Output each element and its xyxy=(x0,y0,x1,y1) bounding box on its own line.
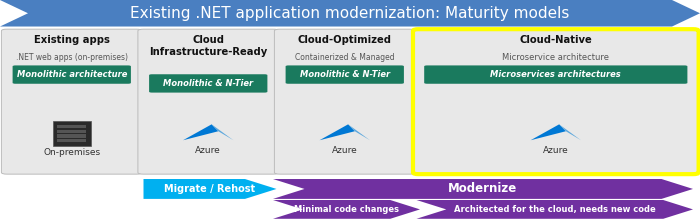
FancyBboxPatch shape xyxy=(274,29,415,174)
Text: Existing apps: Existing apps xyxy=(34,35,110,45)
FancyBboxPatch shape xyxy=(52,121,90,146)
Text: Azure: Azure xyxy=(195,146,221,155)
Text: Containerized & Managed: Containerized & Managed xyxy=(295,53,395,62)
Polygon shape xyxy=(144,179,276,199)
Polygon shape xyxy=(0,0,700,27)
Text: Microservices architectures: Microservices architectures xyxy=(491,70,621,79)
Text: On-premises: On-premises xyxy=(43,148,100,157)
Polygon shape xyxy=(319,124,355,140)
Text: Azure: Azure xyxy=(332,146,358,155)
Text: Cloud-Native: Cloud-Native xyxy=(519,35,592,45)
FancyBboxPatch shape xyxy=(57,130,87,133)
FancyBboxPatch shape xyxy=(138,29,279,174)
Polygon shape xyxy=(531,124,566,140)
Text: .NET web apps (on-premises): .NET web apps (on-premises) xyxy=(15,53,127,62)
Text: Architected for the cloud, needs new code: Architected for the cloud, needs new cod… xyxy=(454,205,656,214)
FancyBboxPatch shape xyxy=(57,134,87,137)
FancyBboxPatch shape xyxy=(413,29,699,174)
FancyBboxPatch shape xyxy=(149,74,267,93)
Text: Migrate / Rehost: Migrate / Rehost xyxy=(164,184,256,194)
Text: Monolithic & N-Tier: Monolithic & N-Tier xyxy=(300,70,390,79)
Text: Azure: Azure xyxy=(543,146,568,155)
Text: Existing .NET application modernization: Maturity models: Existing .NET application modernization:… xyxy=(130,6,570,21)
Polygon shape xyxy=(416,200,693,219)
Polygon shape xyxy=(211,124,234,140)
Text: Cloud
Infrastructure-Ready: Cloud Infrastructure-Ready xyxy=(149,35,267,57)
Text: Cloud-Optimized: Cloud-Optimized xyxy=(298,35,392,45)
Polygon shape xyxy=(183,124,218,140)
Text: Modernize: Modernize xyxy=(449,183,517,195)
Text: Minimal code changes: Minimal code changes xyxy=(294,205,399,214)
Text: Monolithic & N-Tier: Monolithic & N-Tier xyxy=(163,79,253,88)
FancyBboxPatch shape xyxy=(424,65,687,84)
Polygon shape xyxy=(348,124,370,140)
FancyBboxPatch shape xyxy=(57,125,87,128)
Polygon shape xyxy=(559,124,581,140)
FancyBboxPatch shape xyxy=(1,29,142,174)
FancyBboxPatch shape xyxy=(286,65,404,84)
Polygon shape xyxy=(273,200,420,219)
Polygon shape xyxy=(273,179,693,199)
Text: Microservice architecture: Microservice architecture xyxy=(503,53,609,62)
Text: Monolithic architecture: Monolithic architecture xyxy=(17,70,127,79)
FancyBboxPatch shape xyxy=(13,65,131,84)
FancyBboxPatch shape xyxy=(57,139,87,142)
